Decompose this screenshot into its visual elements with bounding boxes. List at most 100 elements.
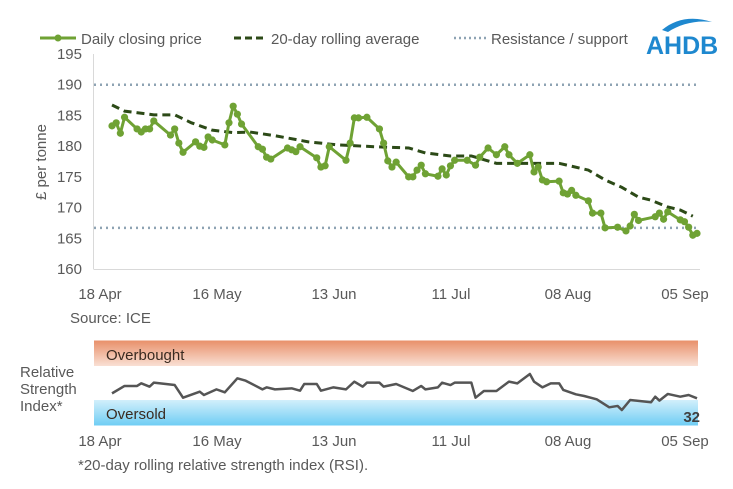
price-point [438,165,446,173]
price-point [630,210,638,218]
price-point [534,163,542,171]
rolling-average-line [111,103,694,218]
price-point [392,158,400,166]
price-point [375,125,384,133]
legend-marker-price [54,34,62,42]
price-point [233,110,241,118]
y-axis-title: £ per tonne [33,124,50,200]
price-point [346,139,354,147]
price-point [588,209,597,217]
price-point [584,197,592,205]
price-point [296,143,304,151]
price-point [568,186,576,194]
x-tick-label: 16 May [192,286,242,303]
y-tick-label: 190 [57,77,82,94]
price-point [166,131,175,139]
legend-item-price: Daily closing price [40,31,202,48]
price-point [388,163,396,171]
rsi-axis-title: Relative Strength Index* [20,364,81,415]
x-tick-label: 13 Jun [311,433,356,450]
overbought-label: Overbought [106,347,185,364]
price-point [451,156,459,164]
price-point [380,139,388,147]
legend: Daily closing price 20-day rolling avera… [40,31,629,48]
legend-label-average: 20-day rolling average [271,31,419,48]
price-point [572,191,580,199]
x-tick-label: 05 Sep [661,433,709,450]
price-point [555,177,563,185]
price-point [354,114,363,122]
x-tick-label: 18 Apr [78,433,121,450]
price-point [434,172,442,180]
y-tick-label: 185 [57,107,82,124]
rsi-series [111,372,698,412]
price-point [597,209,605,217]
x-tick-label: 13 Jun [311,286,356,303]
x-tick-label: 16 May [192,433,242,450]
price-point [321,162,329,170]
legend-label-levels: Resistance / support [491,31,629,48]
legend-item-average: 20-day rolling average [234,31,419,48]
price-point [622,227,630,235]
price-point [513,159,521,167]
y-tick-label: 165 [57,230,82,247]
price-point [476,153,484,161]
rsi-title-line-3: Index* [20,398,63,415]
y-tick-label: 160 [57,261,82,278]
price-point [221,141,229,149]
price-point [342,156,350,164]
price-point [175,139,183,147]
price-point [471,161,480,169]
price-point [229,102,237,110]
price-point [225,119,233,127]
legend-label-price: Daily closing price [81,31,202,48]
price-point [363,113,371,121]
footnote: *20-day rolling relative strength index … [78,457,368,474]
x-tick-label: 05 Sep [661,286,709,303]
price-point [150,117,158,125]
price-point [526,151,534,159]
price-point [505,151,513,159]
x-tick-labels: 18 Apr 16 May 13 Jun 11 Jul 08 Aug 05 Sep [78,286,708,303]
price-point [325,143,333,151]
price-point [601,224,609,232]
price-point [614,223,622,231]
price-point [116,129,124,137]
price-point [384,157,392,165]
price-point [685,223,693,231]
price-point [492,151,501,159]
y-tick-label: 175 [57,169,82,186]
rsi-line [111,372,698,412]
price-point [501,143,509,151]
price-point [634,216,643,225]
price-point [659,215,668,223]
price-point [626,222,634,230]
price-point [292,148,300,156]
price-point [680,218,689,226]
rsi-panel: Relative Strength Index* Overbought Over… [20,340,709,450]
overbought-band [94,340,698,366]
price-point [664,208,672,216]
price-point [421,170,429,178]
price-point [484,144,492,152]
y-tick-labels: 160 165 170 175 180 185 190 195 [57,46,82,278]
rsi-title-line-2: Strength [20,381,77,398]
price-point [693,229,701,237]
y-tick-label: 170 [57,200,82,217]
price-point [413,166,421,174]
oversold-label: Oversold [106,406,166,423]
logo-swoosh [662,18,712,32]
price-point [267,155,275,163]
price-point [200,143,208,151]
x-tick-label: 08 Aug [545,286,592,303]
x-tick-label: 11 Jul [432,286,471,303]
rsi-title-line-1: Relative [20,364,74,381]
price-point [120,113,129,121]
price-point [171,125,179,133]
rsi-last-value: 32 [683,409,700,426]
price-point [530,168,538,176]
rsi-x-tick-labels: 18 Apr 16 May 13 Jun 11 Jul 08 Aug 05 Sep [78,433,708,450]
price-point [112,119,120,127]
price-point [258,145,267,153]
